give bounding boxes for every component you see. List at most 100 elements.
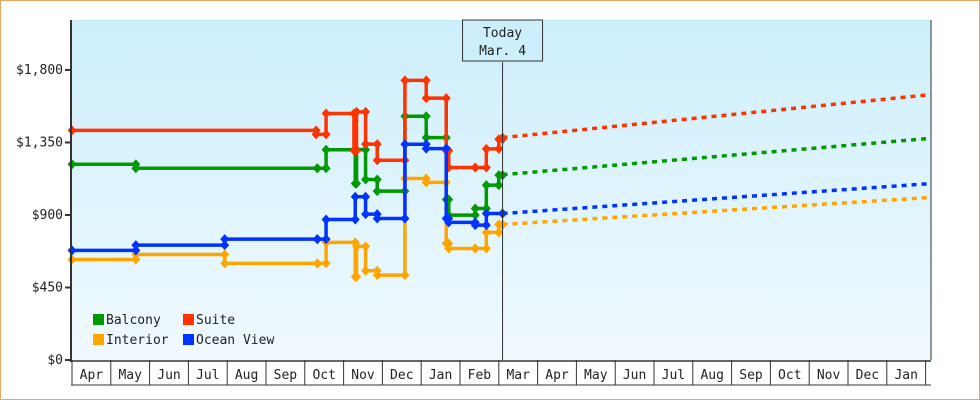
data-point-marker xyxy=(481,180,491,191)
data-point-marker xyxy=(352,145,362,156)
legend-swatch xyxy=(93,314,104,325)
legend-swatch xyxy=(183,334,194,345)
data-point-marker xyxy=(494,180,504,191)
data-point-marker xyxy=(421,177,431,188)
legend-swatch xyxy=(93,334,104,345)
data-point-marker xyxy=(321,108,331,119)
legend-item-suite: Suite xyxy=(183,313,235,328)
data-point-marker xyxy=(220,234,230,245)
data-point-marker xyxy=(321,214,331,225)
x-tick-label: Aug xyxy=(235,368,258,383)
data-point-marker xyxy=(470,243,480,254)
data-point-marker xyxy=(321,144,331,155)
data-point-marker xyxy=(481,220,491,231)
x-tick-label: Jun xyxy=(623,368,646,383)
x-tick-label: Jun xyxy=(157,368,180,383)
data-point-marker xyxy=(470,220,480,231)
x-tick-label: Nov xyxy=(817,368,841,383)
legend-label: Interior xyxy=(106,333,169,348)
x-tick-label: Apr xyxy=(80,368,104,383)
data-point-marker xyxy=(421,143,431,154)
x-tick-label: Oct xyxy=(312,368,335,383)
data-point-marker xyxy=(481,227,491,238)
data-point-marker xyxy=(481,243,491,254)
plot-area xyxy=(71,20,931,360)
data-point-marker xyxy=(220,258,230,269)
legend-label: Suite xyxy=(196,313,235,328)
data-point-marker xyxy=(372,139,382,150)
x-tick-label: Dec xyxy=(856,368,879,383)
data-point-marker xyxy=(372,270,382,281)
series-ocean-view xyxy=(67,139,932,256)
x-tick-label: Dec xyxy=(390,368,413,383)
data-point-marker xyxy=(312,163,322,174)
data-point-marker xyxy=(470,162,480,173)
data-point-marker xyxy=(372,186,382,197)
data-point-marker xyxy=(421,132,431,143)
data-point-marker xyxy=(312,258,322,269)
x-tick-label: Jan xyxy=(429,368,452,383)
y-tick-label: $0 xyxy=(47,353,63,368)
y-tick-label: $450 xyxy=(32,280,63,295)
y-tick-label: $1,800 xyxy=(16,63,63,78)
data-point-marker xyxy=(352,106,362,117)
x-tick-label: Aug xyxy=(700,368,723,383)
x-tick-label: Nov xyxy=(351,368,375,383)
data-point-marker xyxy=(131,240,141,251)
forecast-line xyxy=(502,195,932,227)
data-point-marker xyxy=(400,75,410,86)
data-point-marker xyxy=(481,143,491,154)
x-tick-label: May xyxy=(584,368,608,383)
data-point-marker xyxy=(494,227,504,238)
forecast-line xyxy=(502,92,932,140)
legend-label: Ocean View xyxy=(196,333,274,348)
data-point-marker xyxy=(400,270,410,281)
data-point-marker xyxy=(361,106,371,117)
series-suite xyxy=(67,75,932,173)
data-point-marker xyxy=(131,163,141,174)
data-point-marker xyxy=(441,93,451,104)
x-tick-label: Jan xyxy=(894,368,917,383)
today-date-label: Mar. 4 xyxy=(479,44,526,59)
data-point-marker xyxy=(220,249,230,260)
series-line xyxy=(72,78,505,170)
legend-swatch xyxy=(183,314,194,325)
y-tick-label: $900 xyxy=(32,208,63,223)
data-point-marker xyxy=(220,240,230,251)
today-label: Today xyxy=(483,26,522,41)
data-point-marker xyxy=(441,143,451,154)
legend-item-balcony: Balcony xyxy=(93,313,161,328)
data-point-marker xyxy=(481,162,491,173)
data-point-marker xyxy=(421,111,431,122)
data-point-marker xyxy=(361,174,371,185)
x-tick-label: Sep xyxy=(274,368,298,383)
data-point-marker xyxy=(361,191,371,202)
today-callout xyxy=(462,19,544,62)
data-point-marker xyxy=(421,75,431,86)
x-tick-label: Sep xyxy=(739,368,763,383)
data-point-marker xyxy=(361,139,371,150)
legend-item-interior: Interior xyxy=(93,333,169,348)
data-point-marker xyxy=(321,129,331,140)
data-point-marker xyxy=(321,163,331,174)
y-tick-label: $1,350 xyxy=(16,135,63,150)
x-tick-label: Jul xyxy=(662,368,685,383)
x-tick-label: Jul xyxy=(196,368,219,383)
data-point-marker xyxy=(494,143,504,154)
legend-label: Balcony xyxy=(106,313,161,328)
data-point-marker xyxy=(350,191,360,202)
data-point-marker xyxy=(470,210,480,221)
x-tick-label: Mar xyxy=(506,368,530,383)
data-point-marker xyxy=(352,271,362,282)
forecast-line xyxy=(502,136,932,177)
data-point-marker xyxy=(361,144,371,155)
x-tick-label: Oct xyxy=(778,368,801,383)
data-point-marker xyxy=(131,245,141,256)
data-point-marker xyxy=(372,174,382,185)
data-point-marker xyxy=(361,241,371,252)
data-point-marker xyxy=(352,178,362,189)
data-point-marker xyxy=(372,155,382,166)
data-point-marker xyxy=(321,234,331,245)
x-tick-label: Apr xyxy=(545,368,569,383)
